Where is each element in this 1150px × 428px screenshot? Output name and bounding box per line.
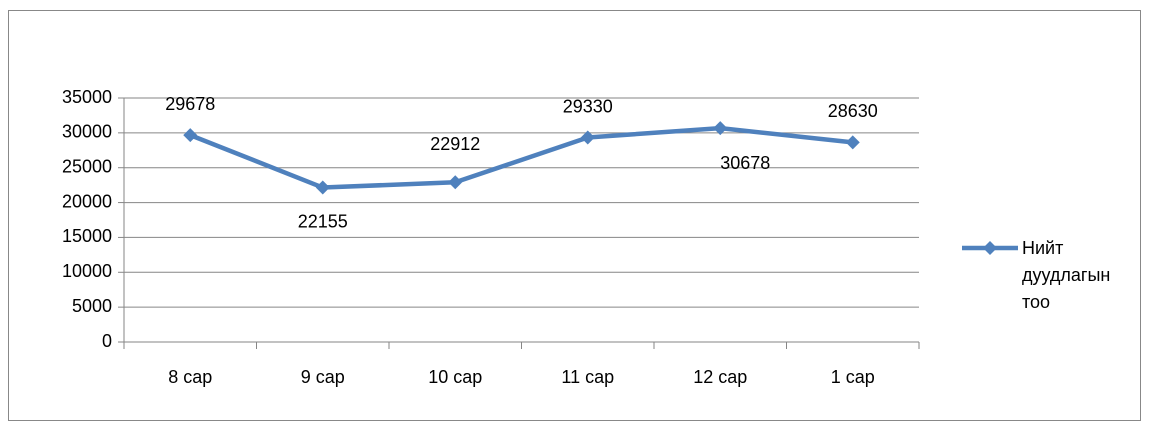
x-tick-label: 1 сар [831, 367, 875, 387]
y-tick-label: 15000 [62, 226, 112, 246]
data-label: 22155 [298, 211, 348, 231]
y-tick-label: 20000 [62, 191, 112, 211]
marker [315, 180, 330, 195]
chart-border [8, 10, 1141, 421]
marker [448, 175, 463, 190]
x-tick-label: 10 сар [428, 367, 482, 387]
data-label: 30678 [720, 153, 770, 173]
y-tick-label: 35000 [62, 87, 112, 107]
data-label: 28630 [828, 101, 878, 121]
x-tick-label: 9 сар [301, 367, 345, 387]
y-tick-label: 10000 [62, 261, 112, 281]
marker [713, 121, 728, 136]
marker [183, 128, 198, 143]
marker [845, 135, 860, 150]
x-tick-label: 11 сар [561, 367, 614, 387]
legend-marker [983, 241, 997, 255]
y-tick-label: 25000 [62, 156, 112, 176]
marker [580, 130, 595, 145]
legend-label: Нийт дуудлагын тоо [1022, 238, 1111, 312]
data-label: 29330 [563, 96, 613, 116]
x-tick-label: 12 сар [693, 367, 747, 387]
x-tick-label: 8 сар [168, 367, 212, 387]
data-label: 22912 [430, 134, 480, 154]
y-tick-label: 0 [102, 331, 112, 351]
data-label: 29678 [165, 94, 215, 114]
y-tick-label: 30000 [62, 122, 112, 142]
y-tick-label: 5000 [72, 296, 112, 316]
line [189, 125, 853, 190]
